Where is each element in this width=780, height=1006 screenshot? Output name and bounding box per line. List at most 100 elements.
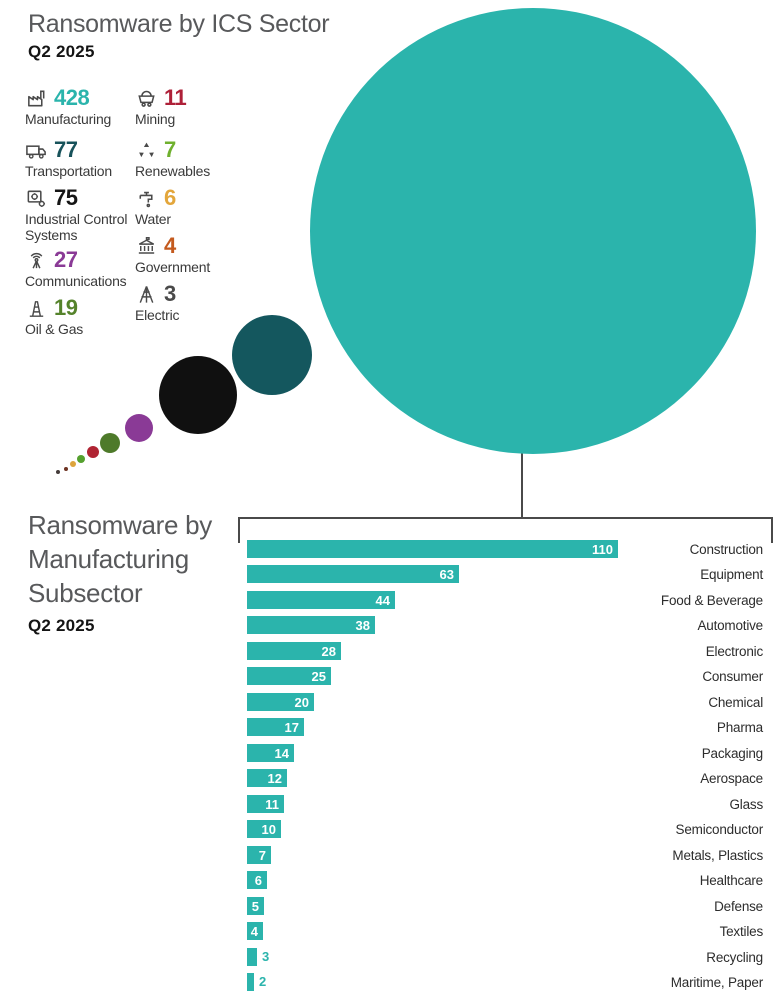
legend-label: Industrial Control Systems [25, 211, 128, 243]
bar-value: 4 [250, 923, 258, 939]
bar-category-label: Consumer [702, 669, 763, 684]
bubble-electric [56, 470, 60, 474]
legend-label: Transportation [25, 163, 112, 179]
bubble-mining [87, 446, 99, 458]
bar: 11 [247, 795, 284, 813]
government-building-icon [135, 235, 158, 258]
bar-value: 3 [262, 949, 270, 964]
transmission-tower-icon [135, 283, 158, 306]
bubble-industrial-control-systems [159, 356, 237, 434]
bubble-transportation [232, 315, 312, 395]
bar [247, 948, 257, 966]
legend-value: 7 [164, 137, 176, 162]
bar-row-metals-plastics: 7 Metals, Plastics [247, 846, 772, 864]
bar-value: 5 [251, 898, 259, 914]
mining-cart-icon [135, 87, 158, 110]
faucet-icon [135, 187, 158, 210]
bar [247, 973, 254, 991]
connector-line [521, 448, 523, 519]
legend-item-industrial-control-systems: 75 Industrial Control Systems [25, 185, 141, 243]
bar-value: 63 [439, 566, 454, 582]
bar-category-label: Chemical [708, 695, 763, 710]
bar-value: 6 [254, 872, 262, 888]
legend-label: Communications [25, 273, 127, 289]
bar-value: 17 [284, 719, 299, 735]
oil-derrick-icon [25, 297, 48, 320]
legend-value: 11 [164, 85, 187, 110]
bar-value: 12 [267, 770, 282, 786]
bar: 63 [247, 565, 459, 583]
legend-value: 428 [54, 85, 90, 110]
legend-item-header: 6 [135, 185, 251, 210]
bar-category-label: Defense [714, 899, 763, 914]
bar-value: 7 [258, 847, 266, 863]
legend-value: 6 [164, 185, 176, 210]
ics-chart-title: Ransomware by ICS Sector [28, 10, 330, 38]
bar-row-construction: 110 Construction [247, 540, 772, 558]
bar-category-label: Healthcare [699, 873, 763, 888]
legend-item-electric: 3 Electric [135, 281, 251, 323]
bubble-water [70, 461, 76, 467]
legend-item-header: 11 [135, 85, 251, 110]
bar: 12 [247, 769, 287, 787]
bar: 4 [247, 922, 263, 940]
legend-item-communications: 27 Communications [25, 247, 141, 289]
bar: 7 [247, 846, 271, 864]
bar-row-packaging: 14 Packaging [247, 744, 772, 762]
legend-label: Water [135, 211, 171, 227]
subsector-title-line-3: Subsector [28, 578, 143, 608]
bubble-government [64, 467, 68, 471]
bar-category-label: Automotive [697, 618, 763, 633]
legend-item-header: 75 [25, 185, 141, 210]
bar: 110 [247, 540, 618, 558]
bar-value: 11 [265, 796, 279, 812]
legend-item-header: 27 [25, 247, 141, 272]
bubble-renewables [77, 455, 85, 463]
bracket-tick-left [238, 517, 240, 543]
bar-category-label: Construction [689, 542, 764, 557]
recycle-icon [135, 139, 158, 162]
subsector-chart-subtitle: Q2 2025 [28, 616, 95, 635]
bar: 17 [247, 718, 304, 736]
legend-value: 77 [54, 137, 78, 162]
bar-value: 25 [311, 668, 326, 684]
bar-category-label: Maritime, Paper [670, 975, 763, 990]
legend-value: 4 [164, 233, 176, 258]
bar-category-label: Equipment [700, 567, 763, 582]
legend-item-header: 3 [135, 281, 251, 306]
bar-value: 44 [375, 592, 390, 608]
legend-value: 27 [54, 247, 78, 272]
bar-row-aerospace: 12 Aerospace [247, 769, 772, 787]
legend-item-header: 428 [25, 85, 141, 110]
bar-category-label: Pharma [716, 720, 763, 735]
bar-row-defense: 5 Defense [247, 897, 772, 915]
legend-item-renewables: 7 Renewables [135, 137, 251, 179]
legend-label: Manufacturing [25, 111, 112, 127]
legend-item-header: 7 [135, 137, 251, 162]
legend-item-header: 4 [135, 233, 251, 258]
bar: 44 [247, 591, 395, 609]
bubble-communications [125, 414, 153, 442]
subsector-title-line-2: Manufacturing [28, 544, 189, 574]
bar-row-food-beverage: 44 Food & Beverage [247, 591, 772, 609]
bar-category-label: Aerospace [700, 771, 763, 786]
bar-value: 2 [259, 974, 267, 989]
bar-category-label: Food & Beverage [660, 593, 763, 608]
bracket-tick-right [771, 517, 773, 543]
bar-category-label: Metals, Plastics [672, 848, 763, 863]
bar-category-label: Semiconductor [675, 822, 764, 837]
ics-chart-subtitle: Q2 2025 [28, 42, 95, 61]
legend-item-water: 6 Water [135, 185, 251, 227]
bar-category-label: Textiles [719, 924, 764, 939]
bar-row-automotive: 38 Automotive [247, 616, 772, 634]
bubble-manufacturing [310, 8, 756, 454]
bar-category-label: Packaging [701, 746, 763, 761]
legend-item-manufacturing: 428 Manufacturing [25, 85, 141, 127]
bar: 38 [247, 616, 375, 634]
bar: 14 [247, 744, 294, 762]
legend-label: Renewables [135, 163, 211, 179]
legend-item-government: 4 Government [135, 233, 251, 275]
bar-value: 20 [294, 694, 309, 710]
legend-label: Oil & Gas [25, 321, 84, 337]
